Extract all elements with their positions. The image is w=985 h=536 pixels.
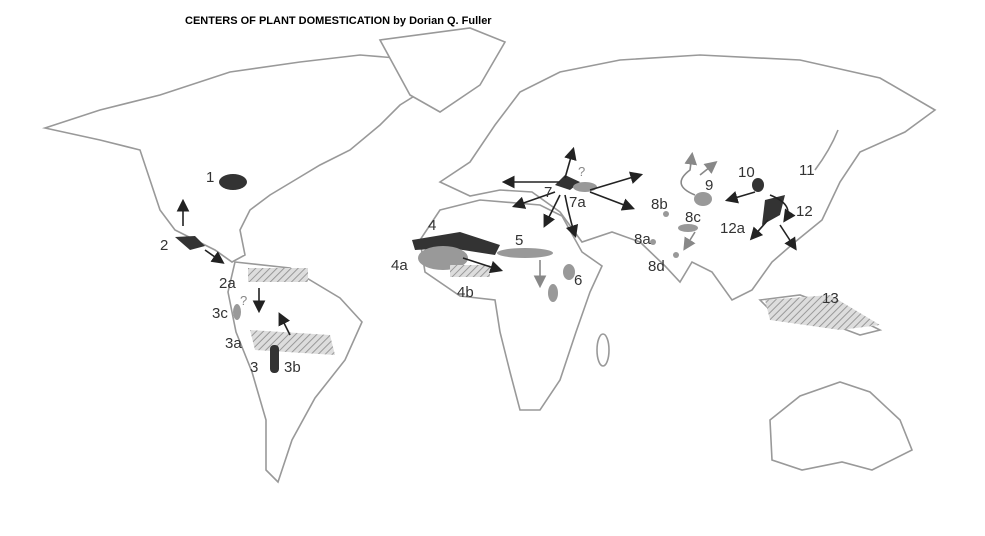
question-mark: ? [240, 293, 247, 308]
label: 12 [796, 203, 813, 220]
label: 8c [685, 209, 701, 226]
label: 4b [457, 284, 474, 301]
label: 8d [648, 258, 665, 275]
label: 1 [206, 169, 214, 186]
regions [175, 174, 880, 373]
label: 2 [160, 237, 168, 254]
label: 12a [720, 220, 746, 237]
arrows [176, 146, 797, 336]
label: 8a [634, 231, 651, 248]
label: 4a [391, 257, 408, 274]
label: 3 [250, 359, 258, 376]
label: 3b [284, 359, 301, 376]
label: 7 [544, 184, 552, 201]
label: 5 [515, 232, 523, 249]
label: 10 [738, 164, 755, 181]
label: 7a [569, 194, 586, 211]
label: 8b [651, 196, 668, 213]
label: 9 [705, 177, 713, 194]
label: 6 [574, 272, 582, 289]
labels: 1 2 2a 3 3a 3b 3c ? 4 4a 4b 5 6 7 7a ? 8… [160, 162, 839, 376]
label: 4 [428, 217, 436, 234]
label: 3c [212, 305, 228, 322]
label: 11 [799, 162, 815, 179]
question-mark: ? [578, 164, 585, 179]
title: CENTERS OF PLANT DOMESTICATION by Dorian… [185, 15, 492, 27]
label: 2a [219, 275, 236, 292]
label: 13 [822, 290, 839, 307]
label: 3a [225, 335, 242, 352]
continents [41, 27, 937, 484]
